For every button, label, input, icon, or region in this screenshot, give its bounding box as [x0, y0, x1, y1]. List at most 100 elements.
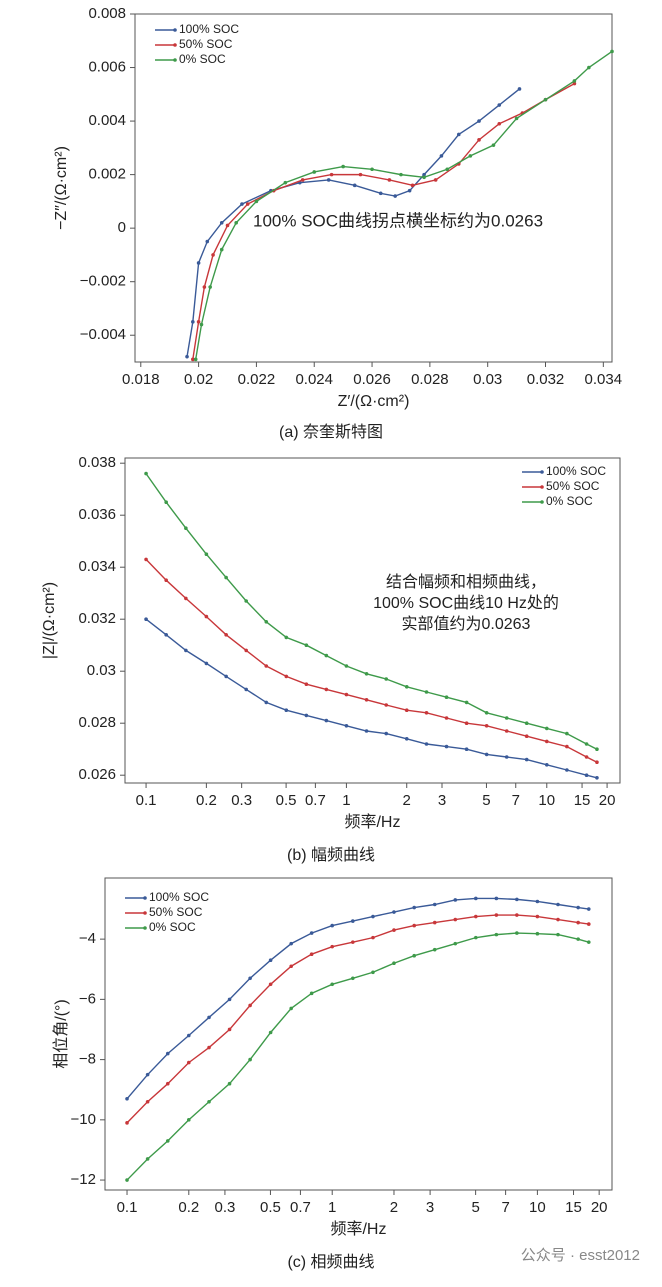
- data-point: [371, 914, 375, 919]
- data-point: [587, 65, 591, 70]
- data-point: [268, 982, 273, 987]
- data-point: [392, 928, 396, 932]
- x-tick-label: 2: [390, 1199, 398, 1216]
- x-tick-label: 0.3: [214, 1199, 235, 1216]
- caption: (c) 相频曲线: [287, 1253, 374, 1271]
- x-tick-label: 0.5: [276, 792, 297, 809]
- data-point: [404, 685, 409, 689]
- y-tick-label: 0.038: [78, 454, 116, 471]
- data-point: [208, 285, 212, 289]
- x-tick-label: 15: [574, 792, 591, 809]
- data-point: [309, 952, 314, 956]
- data-point: [515, 931, 519, 935]
- data-point: [444, 695, 449, 699]
- data-point: [364, 672, 369, 676]
- data-point: [196, 320, 201, 324]
- data-point: [234, 221, 238, 225]
- x-tick-label: 5: [471, 1199, 479, 1216]
- x-tick-label: 3: [426, 1199, 434, 1216]
- series-line: [145, 558, 598, 763]
- data-point: [424, 711, 429, 715]
- x-tick-label: 0.1: [117, 1199, 138, 1216]
- data-point: [193, 357, 198, 362]
- data-point: [227, 997, 232, 1002]
- data-point: [351, 940, 355, 944]
- data-point: [517, 87, 522, 91]
- data-point: [165, 1051, 170, 1056]
- data-point: [432, 947, 437, 952]
- legend-label: 100% SOC: [179, 22, 239, 36]
- data-point: [371, 970, 375, 975]
- data-point: [324, 687, 329, 692]
- data-point: [164, 578, 168, 582]
- y-tick-label: 0.028: [78, 714, 116, 731]
- x-tick-label: 15: [565, 1199, 582, 1216]
- legend-label: 0% SOC: [179, 52, 226, 66]
- data-point: [399, 172, 403, 177]
- x-tick-label: 0.018: [122, 371, 160, 388]
- data-point: [515, 913, 519, 917]
- data-point: [324, 718, 329, 723]
- data-point: [474, 935, 478, 940]
- x-tick-label: 10: [529, 1199, 546, 1216]
- legend-marker: [540, 470, 544, 474]
- legend-marker: [540, 500, 544, 504]
- x-tick-label: 2: [403, 792, 411, 809]
- y-tick-label: −8: [79, 1051, 96, 1068]
- data-point: [196, 261, 201, 265]
- y-tick-label: 0.006: [88, 59, 126, 76]
- data-point: [556, 902, 560, 907]
- data-point: [227, 1081, 232, 1086]
- data-point: [240, 202, 244, 206]
- data-point: [289, 1006, 293, 1011]
- legend-label: 50% SOC: [546, 479, 600, 493]
- legend-label: 0% SOC: [149, 920, 196, 934]
- x-tick-label: 0.7: [305, 792, 326, 809]
- data-point: [444, 744, 449, 749]
- data-point: [185, 354, 189, 359]
- data-point: [351, 976, 355, 981]
- watermark: 公众号 · esst2012: [521, 1247, 640, 1264]
- legend-marker: [173, 58, 177, 62]
- data-point: [424, 690, 429, 694]
- data-point: [224, 575, 228, 580]
- data-point: [144, 471, 148, 476]
- data-point: [165, 1081, 170, 1086]
- x-tick-label: 0.028: [411, 371, 449, 388]
- data-point: [145, 1099, 150, 1104]
- y-tick-label: 0.004: [88, 112, 126, 129]
- series-line: [145, 618, 598, 779]
- x-tick-label: 0.026: [353, 371, 391, 388]
- data-point: [300, 178, 305, 182]
- data-point: [576, 905, 580, 910]
- data-point: [207, 1015, 211, 1020]
- data-point: [410, 183, 415, 188]
- data-point: [484, 724, 489, 728]
- x-tick-label: 0.024: [295, 371, 333, 388]
- x-tick-label: 0.034: [585, 371, 623, 388]
- data-point: [464, 700, 469, 705]
- data-point: [491, 143, 496, 147]
- data-point: [184, 648, 188, 653]
- data-point: [497, 103, 502, 107]
- x-axis-label: 频率/Hz: [330, 1220, 386, 1238]
- x-tick-label: 0.7: [290, 1199, 311, 1216]
- data-point: [186, 1118, 191, 1122]
- data-point: [144, 617, 148, 621]
- data-point: [245, 202, 250, 206]
- data-point: [412, 953, 417, 958]
- data-point: [565, 744, 569, 749]
- data-point: [125, 1096, 129, 1101]
- y-tick-label: 0.002: [88, 166, 126, 183]
- data-point: [494, 913, 499, 917]
- data-point: [474, 896, 478, 901]
- x-tick-label: 20: [591, 1199, 608, 1216]
- data-point: [329, 172, 334, 177]
- data-point: [453, 898, 458, 902]
- data-point: [544, 726, 549, 731]
- x-tick-label: 10: [538, 792, 555, 809]
- data-point: [584, 773, 589, 777]
- caption: (a) 奈奎斯特图: [279, 423, 383, 441]
- data-point: [289, 941, 293, 946]
- data-point: [199, 322, 204, 327]
